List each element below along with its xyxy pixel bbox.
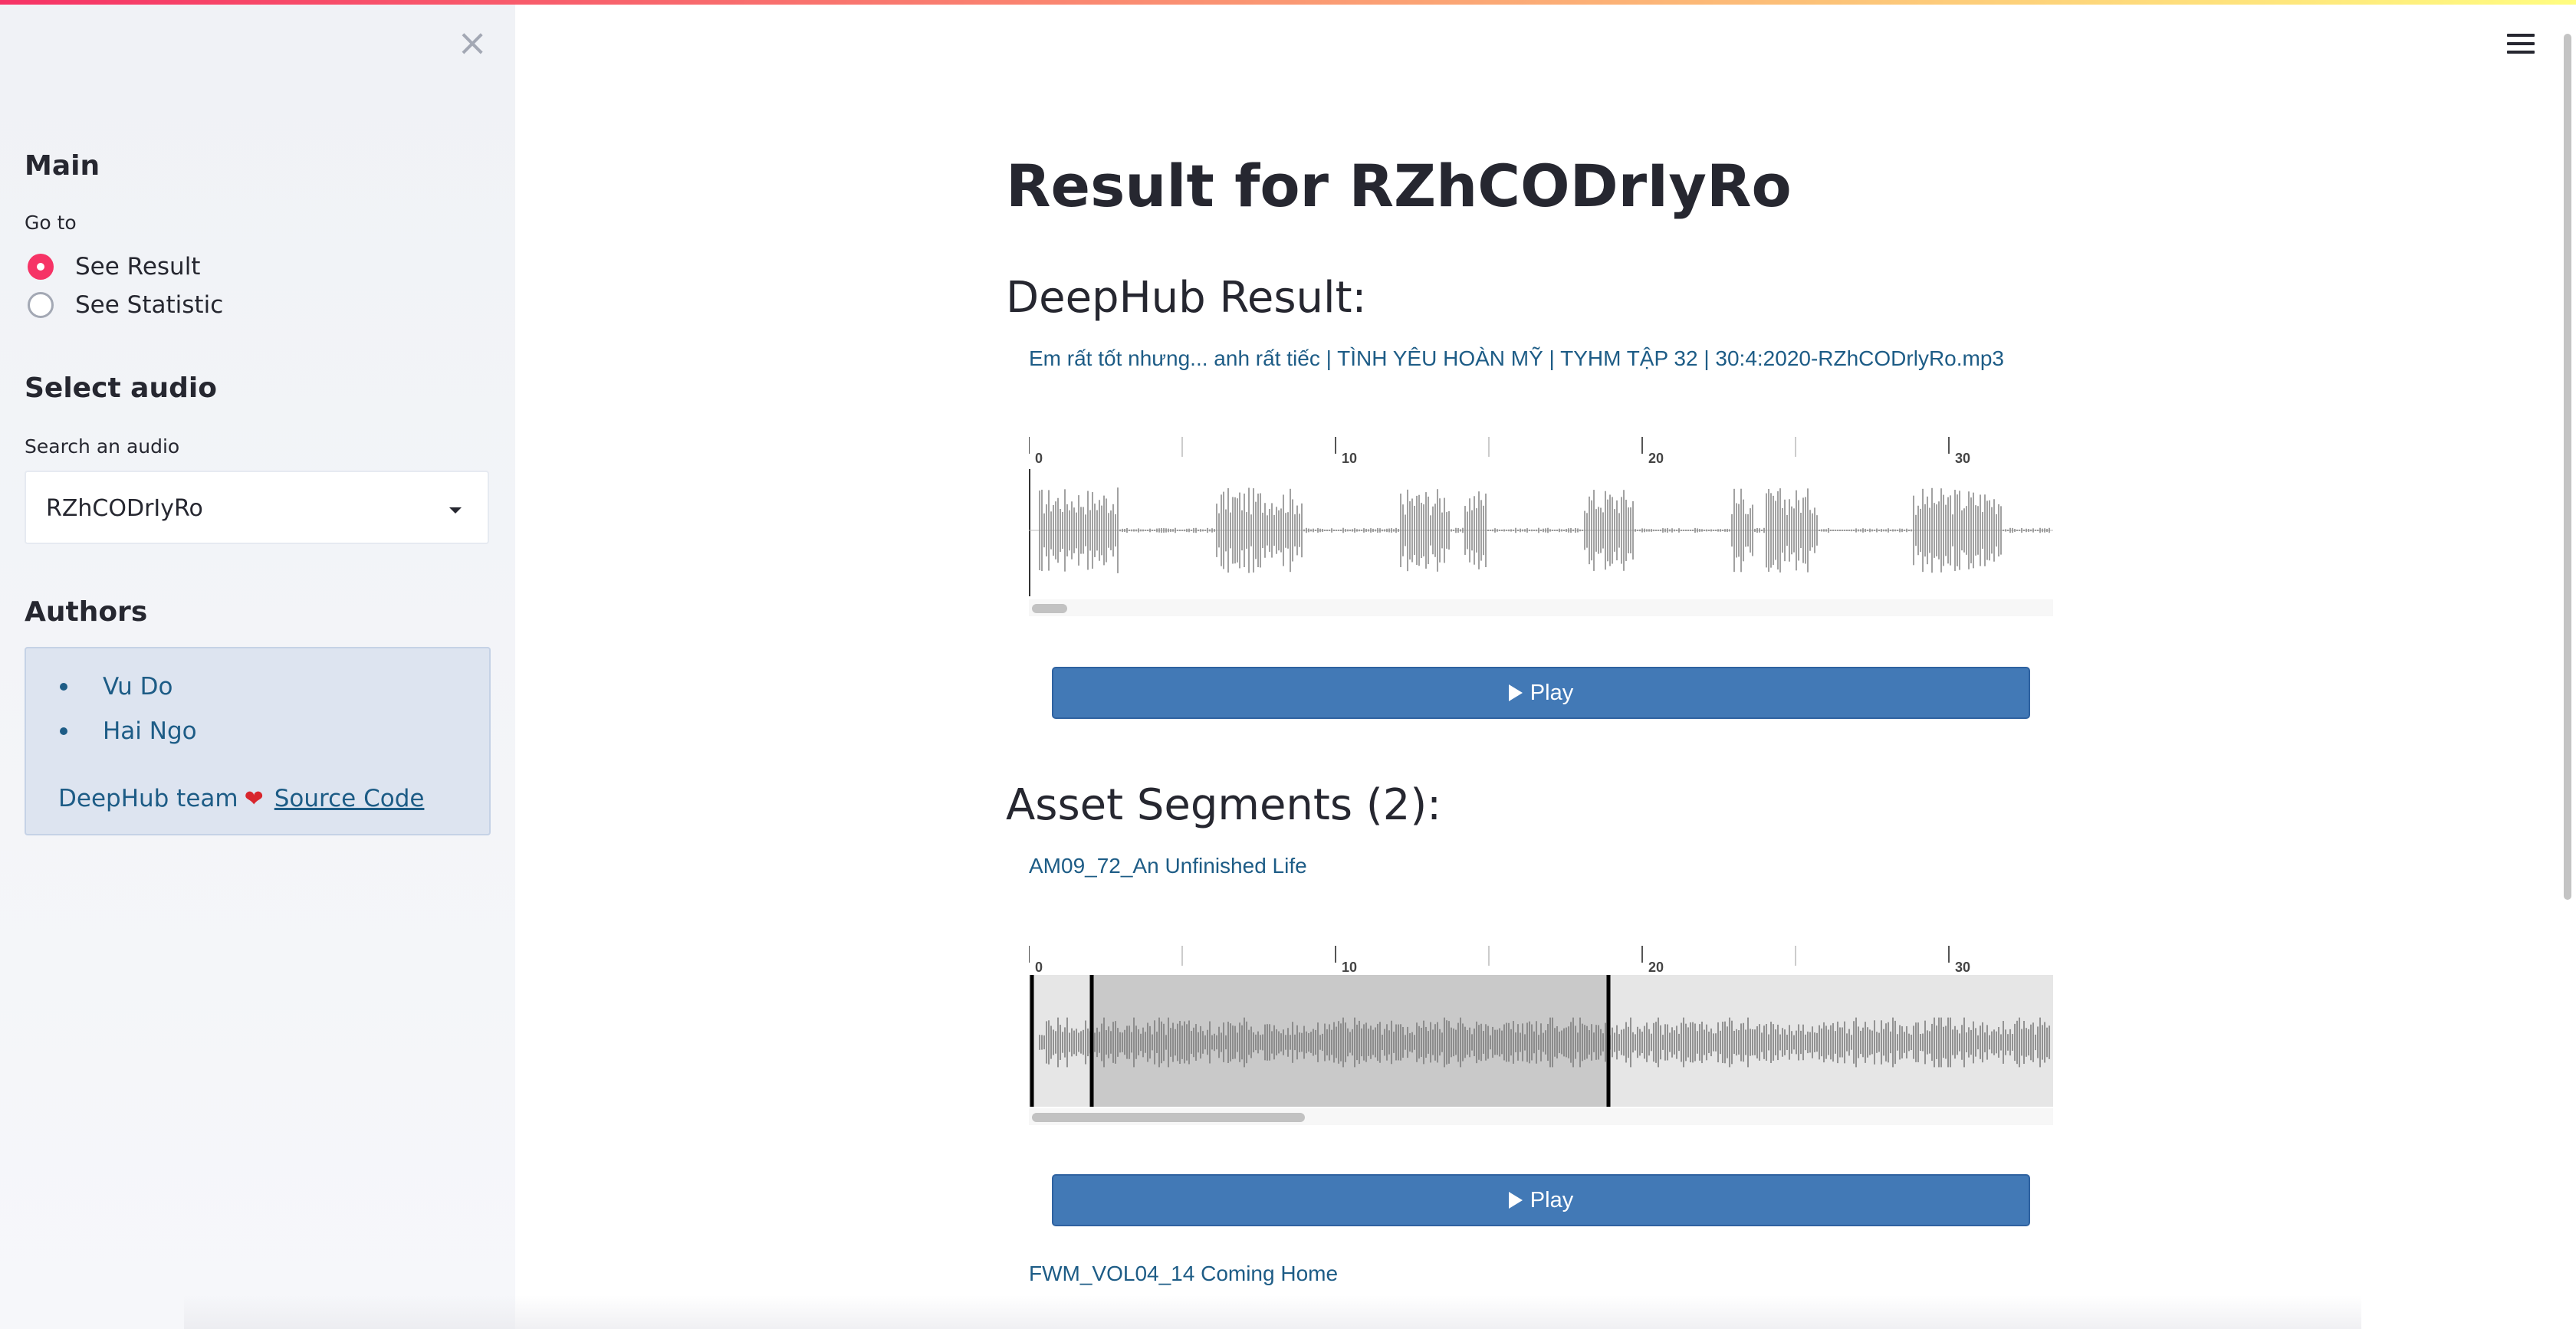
tick-label: 20 bbox=[1648, 960, 1664, 975]
tick-label: 20 bbox=[1648, 451, 1664, 466]
play-icon bbox=[1508, 684, 1523, 701]
radio-see-statistic[interactable]: See Statistic bbox=[28, 291, 223, 319]
play-label: Play bbox=[1530, 1187, 1574, 1213]
radio-label: See Statistic bbox=[75, 291, 224, 319]
close-icon[interactable]: × bbox=[457, 21, 488, 64]
bullet-icon bbox=[60, 727, 67, 735]
audio-select-value: RZhCODrIyRo bbox=[46, 495, 203, 522]
result-heading: DeepHub Result: bbox=[1006, 273, 1367, 323]
bullet-icon bbox=[60, 683, 67, 691]
segment-name: AM09_72_An Unfinished Life bbox=[1029, 854, 1307, 878]
radio-label: See Result bbox=[75, 253, 201, 281]
bottom-fade bbox=[184, 1295, 2361, 1329]
tick-label: 0 bbox=[1035, 451, 1043, 466]
segment-waveform[interactable]: 0 10 20 30 bbox=[1029, 943, 2053, 1127]
tick-label: 0 bbox=[1035, 960, 1043, 975]
result-waveform[interactable]: 0 10 20 30 bbox=[1029, 434, 2053, 618]
sidebar-main-heading: Main bbox=[25, 150, 100, 182]
list-item: Hai Ngo bbox=[60, 717, 197, 745]
author-name: Vu Do bbox=[103, 673, 173, 701]
segments-heading: Asset Segments (2): bbox=[1006, 780, 1442, 830]
tick-label: 10 bbox=[1342, 451, 1357, 466]
radio-see-result[interactable]: See Result bbox=[28, 253, 200, 281]
sidebar: × Main Go to See Result See Statistic Se… bbox=[0, 5, 515, 1329]
radio-unselected-icon bbox=[28, 292, 54, 318]
authors-heading: Authors bbox=[25, 596, 148, 628]
chevron-down-icon bbox=[449, 507, 462, 514]
search-audio-label: Search an audio bbox=[25, 435, 180, 458]
tick-label: 10 bbox=[1342, 960, 1357, 975]
top-accent-bar bbox=[0, 0, 2576, 5]
hamburger-menu-icon[interactable] bbox=[2507, 34, 2535, 57]
goto-label: Go to bbox=[25, 212, 77, 234]
heart-icon: ❤ bbox=[244, 785, 264, 812]
list-item: Vu Do bbox=[60, 673, 172, 701]
credit-line: DeepHub team ❤ Source Code bbox=[58, 785, 424, 812]
waveform-scroll-handle[interactable] bbox=[1032, 604, 1067, 613]
source-code-link[interactable]: Source Code bbox=[274, 785, 425, 812]
tick-label: 30 bbox=[1955, 960, 1970, 975]
page-scrollbar[interactable] bbox=[2564, 34, 2571, 900]
radio-selected-icon bbox=[28, 254, 54, 280]
authors-info-box: Vu Do Hai Ngo DeepHub team ❤ Source Code bbox=[25, 647, 491, 835]
audio-select[interactable]: RZhCODrIyRo bbox=[25, 471, 489, 544]
play-label: Play bbox=[1530, 680, 1574, 705]
play-button[interactable]: Play bbox=[1052, 1174, 2030, 1226]
segment-name: FWM_VOL04_14 Coming Home bbox=[1029, 1262, 1339, 1285]
waveform-scroll-handle[interactable] bbox=[1032, 1113, 1305, 1122]
author-name: Hai Ngo bbox=[103, 717, 197, 745]
play-icon bbox=[1508, 1192, 1523, 1209]
page-title: Result for RZhCODrIyRo bbox=[1006, 152, 1792, 220]
select-audio-heading: Select audio bbox=[25, 372, 217, 404]
play-button[interactable]: Play bbox=[1052, 667, 2030, 719]
tick-label: 30 bbox=[1955, 451, 1970, 466]
result-file-name: Em rất tốt nhưng... anh rất tiếc | TÌNH … bbox=[1029, 346, 2004, 370]
credit-text: DeepHub team bbox=[58, 785, 238, 812]
